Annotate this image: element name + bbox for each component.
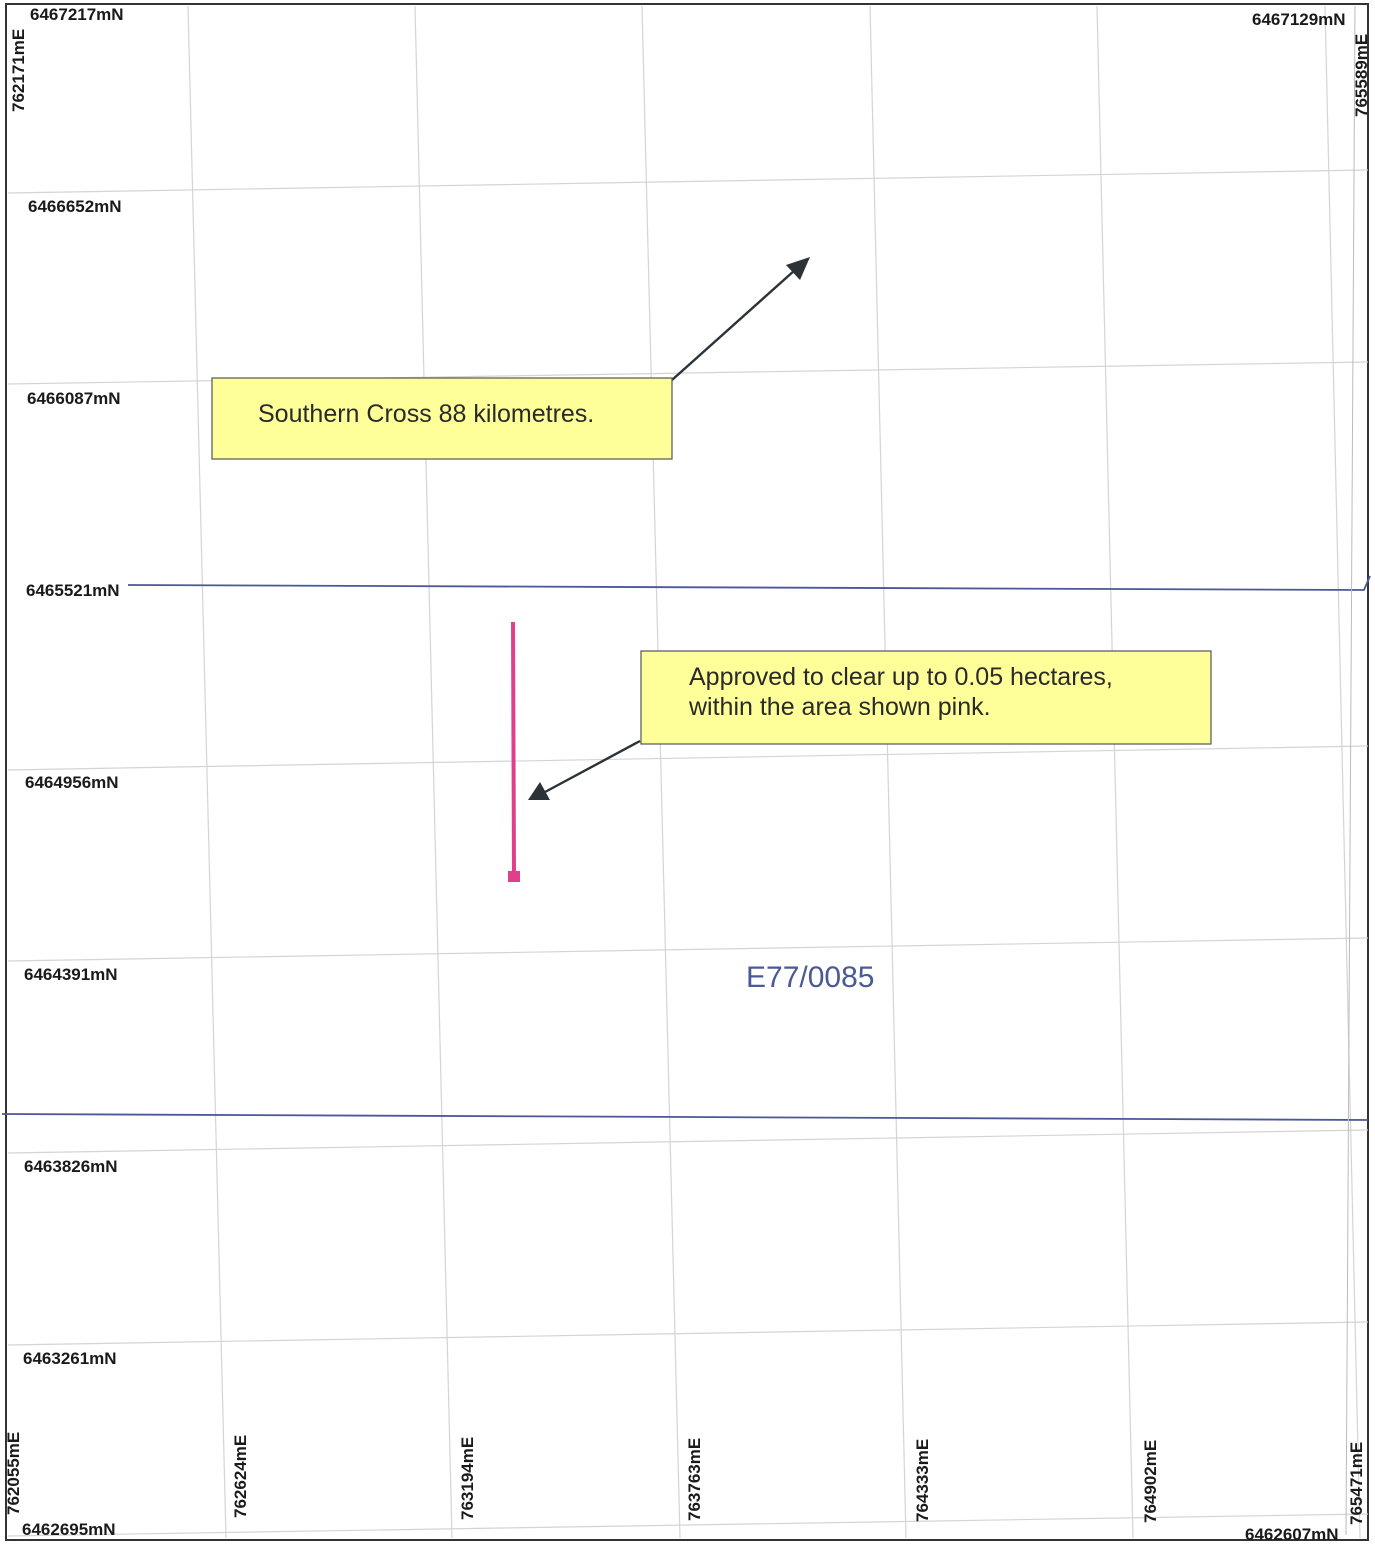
boundary-line-north (127, 575, 1371, 591)
clearing-area-end-marker (508, 871, 520, 882)
easting-labels: 762055mE 762624mE 763194mE 763763mE 7643… (4, 1432, 1366, 1525)
grid-vertical (187, 5, 1361, 1539)
grid-line (1324, 5, 1361, 1539)
grid-line (869, 5, 907, 1539)
easting-label: 764902mE (1141, 1440, 1160, 1523)
northing-label: 6463261mN (23, 1349, 117, 1368)
northing-label: 6467217mN (30, 5, 124, 24)
easting-label: 763763mE (685, 1438, 704, 1521)
easting-label-top-left: 762171mE (9, 29, 28, 112)
northing-label-top-right: 6467129mN (1252, 10, 1346, 29)
grid-line (7, 169, 1369, 194)
grid-line (7, 1513, 1369, 1537)
easting-label: 762055mE (4, 1432, 23, 1515)
right-edge-line (1345, 5, 1356, 1536)
approved-text-line1: Approved to clear up to 0.05 hectares, (689, 663, 1113, 691)
northing-label: 6466652mN (28, 197, 122, 216)
grid-line (414, 5, 453, 1539)
northing-label: 6462695mN (22, 1520, 116, 1539)
northing-label: 6464391mN (24, 965, 118, 984)
northing-label: 6463826mN (24, 1157, 118, 1176)
easting-label: 762624mE (231, 1435, 250, 1518)
southern-cross-box (211, 377, 673, 460)
easting-label: 764333mE (913, 1439, 932, 1522)
grid-line (7, 937, 1369, 962)
grid-line (7, 745, 1369, 771)
grid-horizontal (7, 169, 1369, 1537)
clearing-area-line (511, 621, 516, 876)
southern-cross-callout: Southern Cross 88 kilometres. (211, 257, 810, 460)
easting-label-top-right: 765589mE (1352, 34, 1371, 117)
grid-line (641, 5, 681, 1539)
boundary-line-south (1, 1113, 1369, 1121)
northing-labels: 6467217mN 6466652mN 6466087mN 6465521mN … (22, 5, 124, 1539)
grid-line (7, 1129, 1369, 1154)
northing-label: 6466087mN (27, 389, 121, 408)
clearing-area (508, 621, 520, 882)
southern-cross-arrow-shaft (671, 269, 796, 381)
northing-label: 6464956mN (25, 773, 119, 792)
tenement-boundary (1, 575, 1371, 1121)
grid-line (7, 1321, 1369, 1346)
grid-line (1096, 5, 1134, 1539)
grid-line (187, 5, 227, 1539)
approved-arrowhead (528, 782, 550, 800)
map-border (5, 3, 1369, 1541)
easting-label: 765471mE (1347, 1442, 1366, 1525)
approved-text-line2: within the area shown pink. (688, 693, 991, 721)
southern-cross-text: Southern Cross 88 kilometres. (258, 400, 594, 428)
northing-label-bottom-right: 6462607mN (1245, 1525, 1339, 1544)
northing-label: 6465521mN (26, 581, 120, 600)
tenement-label: E77/0085 (746, 961, 874, 994)
approved-arrow-shaft (544, 739, 641, 794)
easting-label: 763194mE (458, 1437, 477, 1520)
southern-cross-arrowhead (786, 257, 810, 280)
approved-box (640, 650, 1212, 745)
approved-callout: Approved to clear up to 0.05 hectares, w… (528, 650, 1212, 800)
